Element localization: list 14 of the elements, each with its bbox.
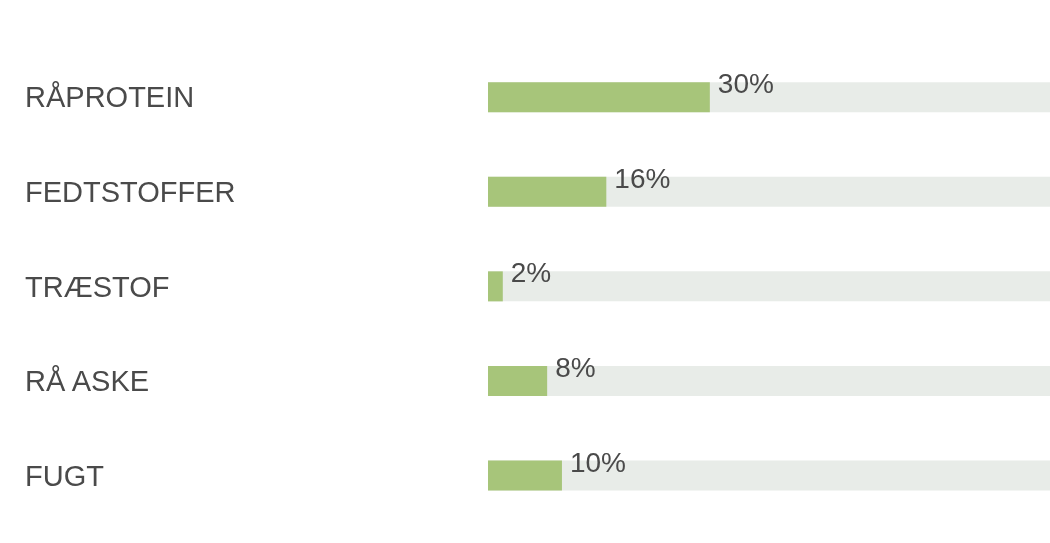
bar (488, 365, 548, 396)
y-tick-label: FUGT (25, 459, 105, 492)
y-tick-label: RÅ ASKE (25, 365, 150, 398)
data-label: 10% (569, 446, 626, 478)
data-label: 30% (717, 68, 774, 100)
bar (488, 460, 562, 491)
y-tick-label: RÅPROTEIN (25, 81, 195, 114)
data-label: 16% (614, 162, 671, 194)
y-tick-label: TRÆSTOF (25, 270, 170, 303)
data-label: 8% (555, 351, 596, 383)
data-label: 2% (510, 257, 552, 289)
y-tick-label: FEDTSTOFFER (25, 175, 236, 208)
bar (488, 176, 607, 207)
bar (488, 271, 503, 302)
